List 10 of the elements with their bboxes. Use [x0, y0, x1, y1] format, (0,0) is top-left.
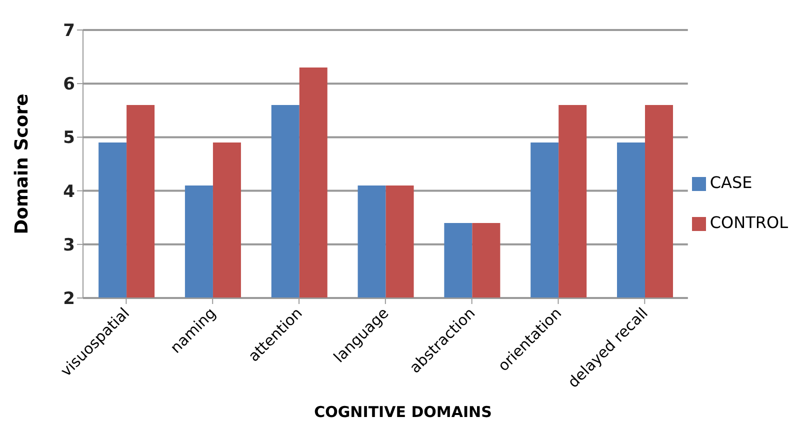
y-tick-label: 4 [63, 182, 76, 202]
y-tick-label: 5 [63, 128, 75, 148]
y-tick-label: 3 [63, 235, 75, 256]
legend-label: CONTROL [710, 213, 788, 232]
y-axis-title: Domain Score [11, 94, 32, 234]
y-tick-label: 7 [63, 21, 75, 42]
x-axis-title: COGNITIVE DOMAINS [313, 403, 493, 421]
y-tick-label: 2 [63, 289, 75, 310]
legend-label: CASE [710, 173, 752, 192]
y-tick-label: 6 [63, 74, 75, 95]
